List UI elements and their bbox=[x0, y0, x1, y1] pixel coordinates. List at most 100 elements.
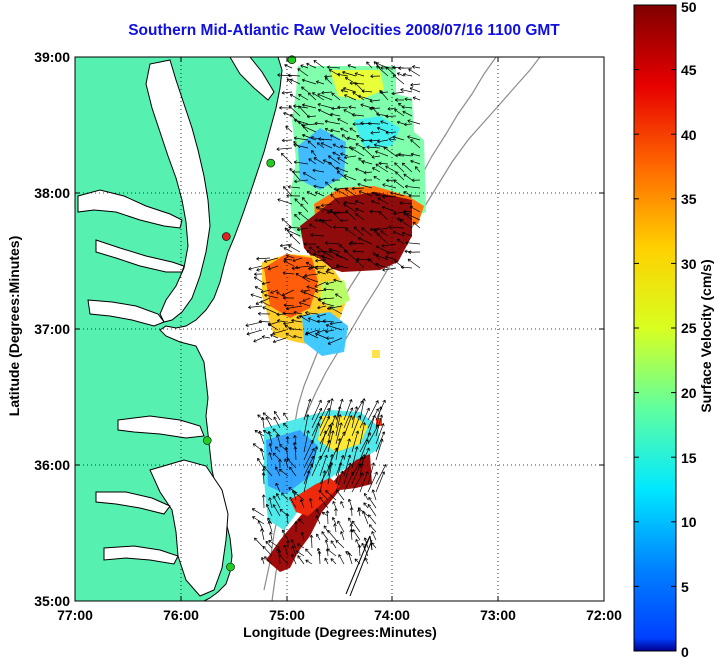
velocity-vector bbox=[301, 78, 317, 85]
velocity-vector bbox=[410, 159, 421, 165]
velocity-vector bbox=[325, 490, 337, 501]
velocity-vector bbox=[351, 400, 364, 421]
velocity-vector bbox=[325, 270, 335, 275]
velocity-vector bbox=[394, 162, 405, 173]
velocity-vector bbox=[337, 520, 345, 533]
velocity-vector bbox=[321, 220, 333, 229]
velocity-vector bbox=[305, 311, 319, 315]
velocity-vector bbox=[382, 194, 397, 199]
velocity-vector bbox=[392, 135, 405, 141]
velocity-vector bbox=[308, 498, 313, 509]
velocity-vector bbox=[344, 76, 357, 85]
velocity-vector bbox=[317, 93, 333, 101]
velocity-vector bbox=[254, 429, 265, 437]
velocity-vector bbox=[288, 487, 297, 493]
velocity-vector bbox=[354, 212, 365, 221]
velocity-vector bbox=[373, 61, 381, 69]
velocity-vector bbox=[343, 438, 351, 461]
velocity-vector bbox=[343, 415, 353, 437]
velocity-vector bbox=[402, 110, 413, 117]
velocity-vector bbox=[322, 159, 333, 165]
velocity-vector bbox=[281, 91, 293, 95]
velocity-vector bbox=[254, 537, 265, 549]
velocity-vector bbox=[277, 198, 293, 205]
velocity-vector bbox=[283, 544, 289, 557]
velocity-vector bbox=[319, 470, 327, 493]
velocity-vector bbox=[329, 321, 343, 326]
velocity-vector bbox=[412, 96, 421, 101]
station-marker bbox=[266, 158, 276, 168]
y-tick-label: 36:00 bbox=[34, 457, 70, 473]
velocity-vector bbox=[327, 530, 337, 541]
velocity-vector bbox=[324, 127, 333, 133]
velocity-vectors bbox=[245, 60, 421, 565]
velocity-vector bbox=[310, 233, 325, 237]
velocity-vector bbox=[314, 121, 325, 126]
velocity-vector bbox=[267, 517, 273, 525]
velocity-vector bbox=[273, 416, 281, 429]
velocity-vector bbox=[288, 105, 301, 117]
velocity-vector bbox=[378, 211, 389, 221]
velocity-vector bbox=[371, 155, 381, 159]
velocity-vector bbox=[268, 452, 273, 461]
velocity-vector bbox=[337, 157, 349, 165]
velocity-vector bbox=[328, 155, 341, 165]
map-title: Southern Mid-Atlantic Raw Velocities 200… bbox=[128, 22, 560, 39]
velocity-vector bbox=[371, 199, 381, 205]
velocity-vector bbox=[267, 430, 273, 445]
velocity-vector bbox=[293, 160, 309, 165]
velocity-vector bbox=[293, 104, 309, 109]
velocity-vector bbox=[385, 165, 397, 173]
velocity-vector bbox=[360, 121, 373, 126]
velocity-vector bbox=[377, 197, 389, 205]
velocity-vector bbox=[245, 321, 263, 327]
velocity-vector bbox=[286, 458, 297, 469]
colorbar-tick-label: 35 bbox=[681, 191, 697, 207]
velocity-vector bbox=[408, 194, 421, 198]
velocity-vector bbox=[352, 529, 361, 541]
velocity-vector bbox=[309, 265, 327, 270]
velocity-vector bbox=[362, 146, 373, 157]
velocity-vector bbox=[331, 92, 341, 101]
x-tick-label: 74:00 bbox=[374, 607, 410, 623]
velocity-vector bbox=[298, 211, 309, 221]
velocity-vector bbox=[399, 201, 413, 205]
velocity-vector bbox=[311, 446, 319, 469]
velocity-vector bbox=[371, 167, 381, 173]
velocity-vector bbox=[363, 502, 369, 509]
velocity-vector bbox=[306, 249, 319, 259]
velocity-vector bbox=[343, 174, 357, 181]
velocity-vector bbox=[333, 225, 349, 229]
velocity-vector bbox=[351, 113, 365, 117]
velocity-vector bbox=[334, 293, 343, 299]
velocity-vector bbox=[301, 86, 309, 93]
velocity-vector bbox=[311, 407, 323, 429]
velocity-vector bbox=[339, 218, 349, 223]
velocity-vector bbox=[344, 94, 357, 101]
velocity-vector bbox=[318, 489, 329, 501]
velocity-vector bbox=[359, 454, 366, 477]
velocity-vector bbox=[354, 199, 365, 205]
velocity-vector bbox=[325, 336, 335, 341]
velocity-vector bbox=[355, 167, 365, 173]
velocity-vector bbox=[300, 64, 309, 69]
velocity-vector bbox=[351, 520, 361, 533]
y-tick-label: 38:00 bbox=[34, 185, 70, 201]
velocity-vector bbox=[367, 424, 379, 445]
velocity-vector bbox=[258, 319, 271, 324]
velocity-vector bbox=[314, 281, 327, 288]
velocity-vector bbox=[316, 142, 325, 149]
velocity-vector bbox=[325, 281, 335, 286]
velocity-vector bbox=[263, 257, 279, 263]
velocity-vector bbox=[343, 407, 354, 429]
velocity-vector bbox=[350, 147, 365, 157]
velocity-vector bbox=[394, 109, 405, 117]
velocity-vector bbox=[353, 226, 365, 237]
velocity-vector bbox=[272, 504, 281, 517]
velocity-vector bbox=[396, 120, 405, 125]
velocity-vector bbox=[261, 472, 266, 485]
velocity-vector bbox=[340, 127, 349, 133]
velocity-vector bbox=[259, 447, 265, 461]
velocity-vector bbox=[327, 422, 334, 445]
